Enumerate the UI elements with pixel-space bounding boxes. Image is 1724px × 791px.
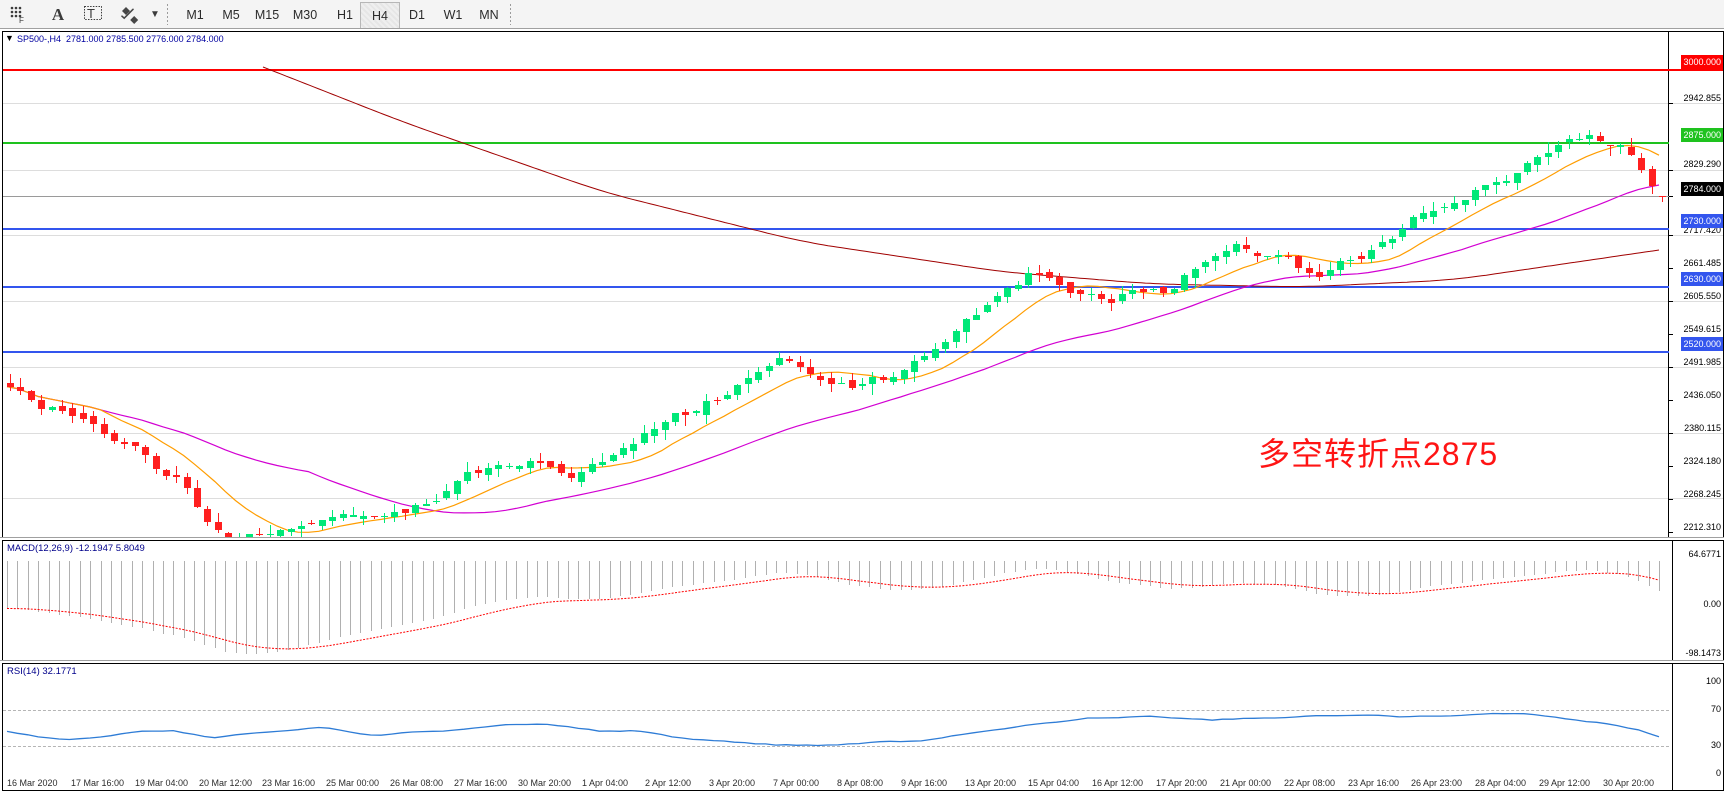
svg-text:T: T: [87, 6, 95, 21]
svg-text:F: F: [19, 16, 24, 24]
